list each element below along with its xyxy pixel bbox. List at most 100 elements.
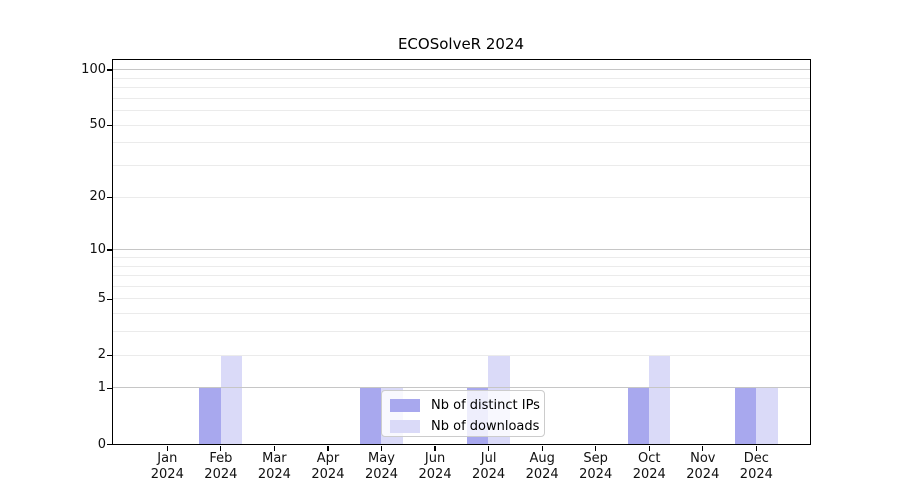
x-label-month: Apr (316, 451, 340, 466)
bar-dec-distinct-ips (734, 388, 757, 445)
x-label-year: 2024 (364, 466, 399, 482)
x-tick-label-may: May 2024 (350, 451, 414, 482)
x-label-month: Jun (424, 451, 446, 466)
gridline-minor-6 (113, 285, 811, 287)
gridline-minor-80 (113, 87, 811, 89)
gridline-major-100 (113, 69, 811, 71)
x-label-year: 2024 (204, 466, 238, 482)
x-label-year: 2024 (525, 466, 559, 482)
x-label-month: Oct (638, 451, 661, 466)
y-tick-label-10: 10 (89, 241, 106, 257)
x-label-year: 2024 (686, 466, 720, 482)
x-tick-feb (220, 445, 222, 451)
legend-swatch-distinct-ips-icon (390, 399, 420, 412)
x-tick-jul (488, 445, 490, 451)
x-label-month: May (368, 451, 395, 466)
y-tick-20 (107, 196, 113, 199)
bar-feb-distinct-ips (199, 388, 221, 445)
bar-oct-downloads (649, 355, 671, 445)
gridline-major-1 (113, 387, 811, 389)
bar-oct-distinct-ips (627, 388, 650, 445)
y-tick-label-5: 5 (97, 291, 106, 307)
bar-feb-downloads (220, 355, 243, 445)
legend-label-downloads: Nb of downloads (431, 419, 540, 434)
y-tick-100 (107, 69, 113, 71)
legend-entry-downloads: Nb of downloads (390, 417, 540, 436)
x-tick-jun (434, 445, 436, 451)
plot-area (112, 59, 812, 446)
x-tick-nov (702, 445, 704, 451)
x-tick-label-mar: Mar 2024 (242, 451, 306, 482)
x-label-year: 2024 (150, 466, 184, 482)
y-tick-label-1: 1 (97, 380, 106, 396)
gridline-minor-70 (113, 97, 811, 99)
x-tick-oct (648, 445, 650, 451)
x-tick-may (380, 445, 383, 451)
x-tick-aug (541, 445, 543, 451)
gridline-minor-7 (113, 275, 811, 277)
gridline-minor-3 (113, 331, 811, 333)
x-tick-label-aug: Aug 2024 (510, 451, 574, 482)
gridline-minor-5 (113, 298, 811, 300)
y-tick-label-50: 50 (89, 117, 106, 133)
x-label-month: Feb (209, 451, 233, 466)
x-label-month: Nov (690, 451, 716, 466)
y-tick-2 (107, 354, 113, 356)
y-tick-0 (107, 443, 113, 446)
x-label-month: Jan (157, 451, 178, 466)
gridline-minor-9 (113, 256, 811, 258)
x-label-year: 2024 (739, 466, 773, 482)
x-label-year: 2024 (632, 466, 666, 482)
x-tick-label-jun: Jun 2024 (403, 451, 467, 482)
x-label-year: 2024 (257, 466, 291, 482)
x-tick-sep (595, 445, 597, 451)
x-tick-label-jul: Jul 2024 (457, 451, 521, 482)
x-label-year: 2024 (311, 466, 345, 482)
legend-label-distinct-ips: Nb of distinct IPs (431, 398, 540, 413)
gridline-minor-2 (113, 354, 811, 356)
y-tick-10 (107, 249, 113, 251)
gridline-minor-20 (113, 196, 811, 198)
x-label-year: 2024 (472, 466, 506, 482)
x-tick-label-sep: Sep 2024 (564, 451, 628, 482)
x-label-month: Mar (262, 451, 287, 466)
gridline-minor-8 (113, 265, 811, 267)
y-tick-1 (107, 387, 113, 389)
x-tick-label-nov: Nov 2024 (671, 451, 735, 482)
legend: Nb of distinct IPs Nb of downloads (381, 390, 545, 437)
grid-layer (113, 60, 811, 444)
gridline-minor-4 (113, 313, 811, 315)
y-tick-label-0: 0 (97, 436, 106, 452)
legend-swatch-downloads-icon (390, 420, 420, 433)
x-label-month: Aug (529, 451, 555, 466)
y-tick-label-100: 100 (81, 62, 106, 77)
x-tick-apr (327, 445, 329, 451)
y-tick-5 (107, 298, 113, 300)
x-tick-label-apr: Apr 2024 (296, 451, 360, 482)
legend-entry-distinct-ips: Nb of distinct IPs (390, 396, 540, 415)
x-tick-label-jan: Jan 2024 (135, 451, 199, 482)
gridline-minor-90 (113, 77, 811, 79)
x-tick-label-dec: Dec 2024 (724, 451, 788, 482)
x-tick-label-oct: Oct 2024 (617, 451, 681, 482)
gridline-minor-30 (113, 165, 811, 167)
x-tick-label-feb: Feb 2024 (189, 451, 253, 482)
gridline-minor-40 (113, 142, 811, 144)
x-label-month: Sep (583, 451, 608, 466)
y-tick-label-20: 20 (89, 189, 106, 205)
gridline-major-10 (113, 249, 811, 251)
bar-may-distinct-ips (359, 388, 382, 445)
y-tick-label-2: 2 (97, 347, 106, 363)
gridline-minor-60 (113, 110, 811, 112)
chart-title: ECOSolveR 2024 (397, 35, 525, 53)
x-tick-jan (166, 445, 168, 451)
x-label-year: 2024 (579, 466, 613, 482)
x-label-month: Dec (743, 451, 769, 466)
y-tick-50 (107, 124, 113, 127)
bar-dec-downloads (756, 388, 778, 445)
gridline-minor-50 (113, 124, 811, 126)
x-tick-dec (755, 445, 757, 451)
x-label-month: Jul (480, 451, 497, 466)
x-label-year: 2024 (418, 466, 452, 482)
